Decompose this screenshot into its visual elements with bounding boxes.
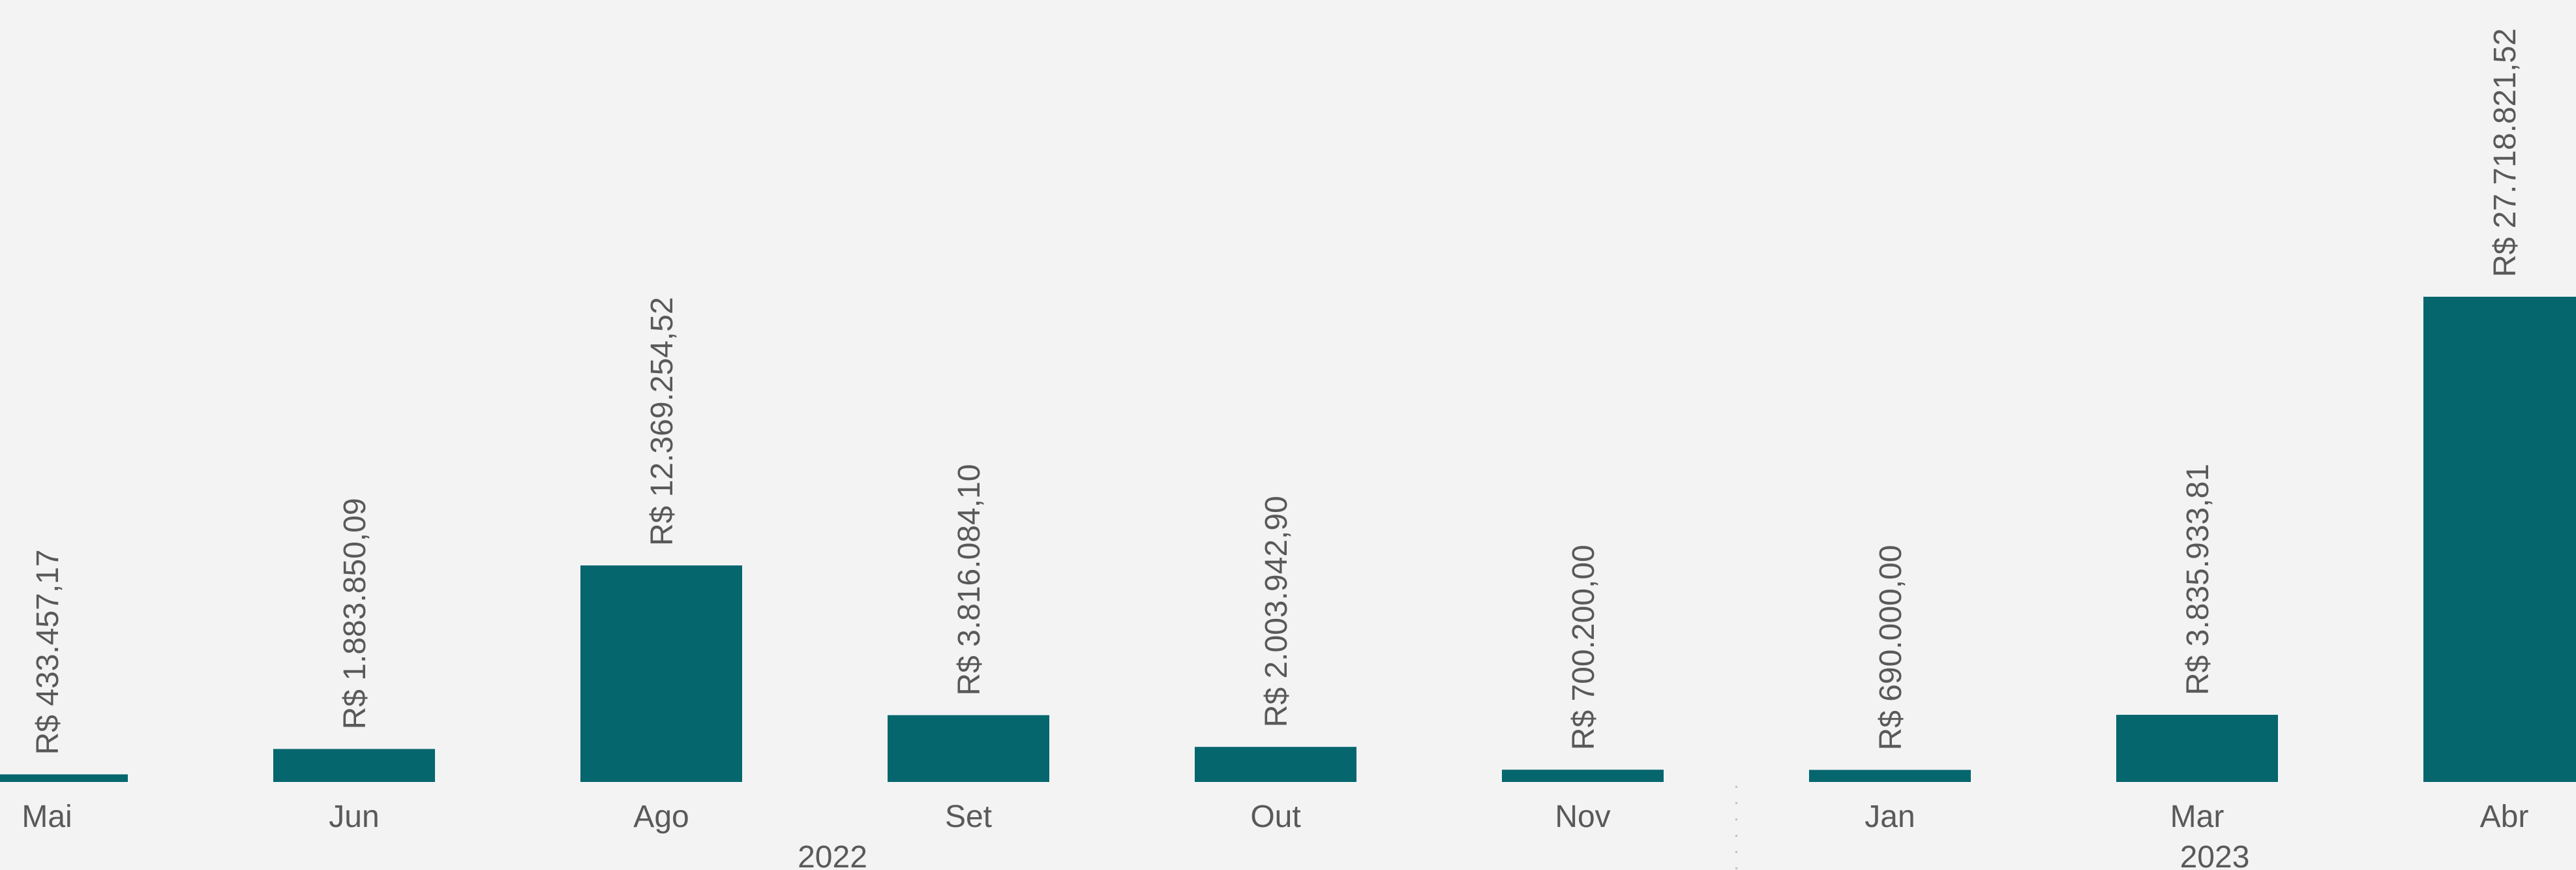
bar-jan [1809,770,1971,782]
tick-label-ago: Ago [633,800,689,834]
bar-abr [2423,297,2576,782]
bar-ago [580,565,742,782]
tick-label-mar: Mar [2170,800,2224,834]
data-labels-layer: R$ 433.457,17 R$ 1.883.850,09 R$ 12.369.25… [31,28,2523,755]
data-label-jan: R$ 690.000,00 [1874,545,1908,751]
tick-label-set: Set [945,800,992,834]
data-label-nov: R$ 700.200,00 [1566,545,1601,750]
tick-label-jan: Jan [1865,800,1915,834]
data-label-out: R$ 2.003.942,90 [1259,496,1294,727]
data-label-ago: R$ 12.369.254,52 [645,297,680,546]
tick-label-out: Out [1250,800,1300,834]
bar-mai [0,774,128,782]
bar-jun [273,749,435,782]
data-label-mar: R$ 3.835.933,81 [2181,464,2215,695]
x-axis-tick-labels: Mai Jun Ago Set Out Nov Jan Mar Abr [22,800,2528,834]
bar-set [888,715,1049,782]
bar-nov [1502,770,1664,782]
tick-label-mai: Mai [22,800,72,834]
data-label-jun: R$ 1.883.850,09 [338,498,372,729]
tick-label-jun: Jun [329,800,379,834]
year-label-2023: 2023 [2180,840,2250,870]
data-label-set: R$ 3.816.084,10 [952,464,987,696]
bar-out [1195,747,1356,782]
year-label-2022: 2022 [798,840,867,870]
bars-layer [0,297,2576,782]
tick-label-nov: Nov [1555,800,1610,834]
bar-mar [2116,715,2278,782]
data-label-mai: R$ 433.457,17 [31,549,65,755]
data-label-abr: R$ 27.718.821,52 [2488,28,2523,277]
tick-label-abr: Abr [2480,800,2529,834]
x-axis-year-labels: 2022 2023 [798,786,2249,870]
